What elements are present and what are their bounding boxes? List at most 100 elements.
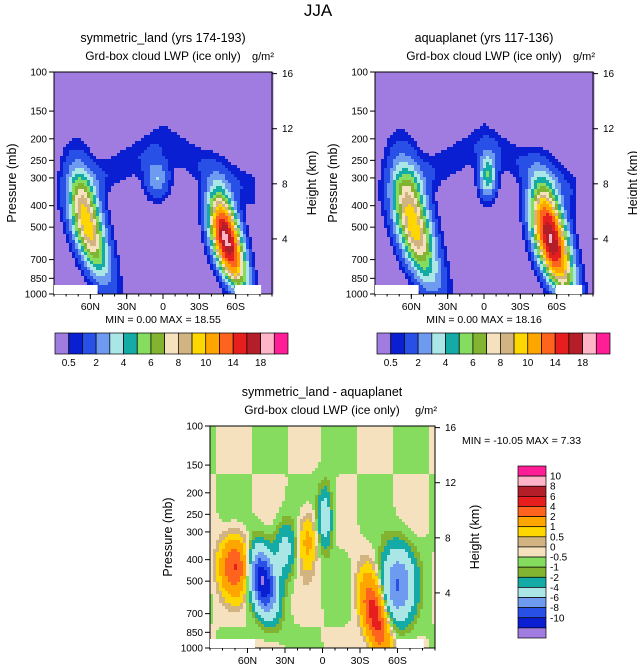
field-cell: [249, 93, 252, 96]
field-cell: [75, 267, 78, 270]
field-cell: [84, 249, 87, 252]
field-cell: [240, 231, 243, 234]
field-cell: [171, 105, 174, 108]
field-cell: [75, 252, 78, 255]
field-cell: [144, 219, 147, 222]
field-cell: [150, 159, 153, 162]
field-cell: [87, 228, 90, 231]
field-cell: [168, 198, 171, 201]
field-cell: [255, 246, 258, 249]
field-cell: [240, 228, 243, 231]
field-cell: [240, 183, 243, 186]
field-cell: [183, 72, 186, 75]
field-cell: [57, 102, 60, 105]
field-cell: [240, 96, 243, 99]
field-cell: [78, 234, 81, 237]
field-cell: [228, 168, 231, 171]
field-cell: [195, 90, 198, 93]
field-cell: [159, 171, 162, 174]
field-cell: [57, 93, 60, 96]
field-cell: [114, 111, 117, 114]
field-cell: [69, 138, 72, 141]
field-cell: [87, 72, 90, 75]
field-cell: [135, 207, 138, 210]
field-cell: [252, 210, 255, 213]
field-cell: [237, 216, 240, 219]
field-cell: [171, 81, 174, 84]
field-cell: [198, 267, 201, 270]
field-cell: [207, 213, 210, 216]
field-cell: [126, 165, 129, 168]
field-cell: [234, 192, 237, 195]
field-cell: [72, 201, 75, 204]
field-cell: [261, 129, 264, 132]
field-cell: [81, 93, 84, 96]
field-cell: [63, 276, 66, 279]
field-cell: [207, 90, 210, 93]
field-cell: [96, 222, 99, 225]
field-cell: [234, 138, 237, 141]
field-cell: [252, 195, 255, 198]
field-cell: [66, 192, 69, 195]
field-cell: [213, 162, 216, 165]
field-cell: [90, 87, 93, 90]
field-cell: [93, 276, 96, 279]
field-cell: [195, 207, 198, 210]
field-cell: [189, 261, 192, 264]
field-cell: [105, 87, 108, 90]
field-cell: [129, 264, 132, 267]
field-cell: [123, 90, 126, 93]
field-cell: [261, 123, 264, 126]
field-cell: [216, 189, 219, 192]
field-cell: [135, 252, 138, 255]
field-cell: [165, 258, 168, 261]
field-cell: [156, 147, 159, 150]
field-cell: [177, 246, 180, 249]
field-cell: [231, 126, 234, 129]
field-cell: [156, 108, 159, 111]
field-cell: [63, 120, 66, 123]
field-cell: [249, 171, 252, 174]
field-cell: [144, 147, 147, 150]
field-cell: [186, 150, 189, 153]
field-cell: [114, 213, 117, 216]
field-cell: [144, 114, 147, 117]
field-cell: [264, 102, 267, 105]
field-cell: [93, 78, 96, 81]
field-cell: [249, 81, 252, 84]
field-cell: [264, 111, 267, 114]
field-cell: [195, 75, 198, 78]
field-cell: [222, 270, 225, 273]
field-cell: [180, 72, 183, 75]
field-cell: [54, 240, 57, 243]
field-cell: [120, 96, 123, 99]
field-cell: [93, 270, 96, 273]
field-cell: [78, 201, 81, 204]
field-cell: [267, 225, 270, 228]
field-cell: [123, 165, 126, 168]
field-cell: [243, 84, 246, 87]
field-cell: [93, 135, 96, 138]
field-cell: [126, 228, 129, 231]
field-cell: [93, 234, 96, 237]
field-cell: [192, 81, 195, 84]
field-cell: [150, 120, 153, 123]
field-cell: [132, 102, 135, 105]
field-cell: [213, 189, 216, 192]
field-cell: [192, 156, 195, 159]
field-cell: [180, 204, 183, 207]
field-cell: [204, 186, 207, 189]
field-cell: [75, 210, 78, 213]
field-cell: [81, 102, 84, 105]
field-cell: [147, 129, 150, 132]
field-cell: [114, 99, 117, 102]
field-cell: [93, 138, 96, 141]
field-cell: [126, 249, 129, 252]
field-cell: [246, 138, 249, 141]
field-cell: [210, 117, 213, 120]
field-cell: [69, 192, 72, 195]
field-cell: [114, 195, 117, 198]
field-cell: [153, 93, 156, 96]
field-cell: [264, 231, 267, 234]
field-cell: [66, 81, 69, 84]
